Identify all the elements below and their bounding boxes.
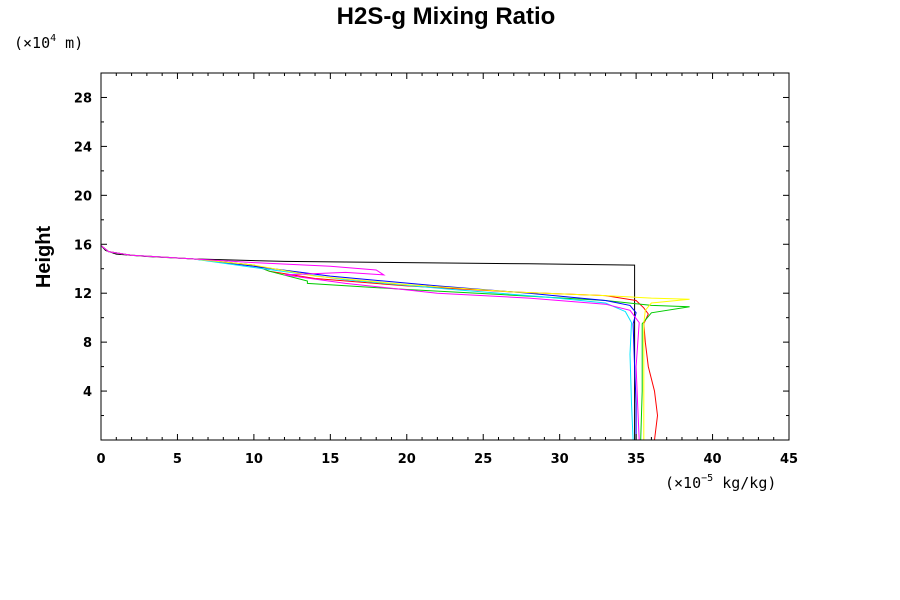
x-tick-label: 25 xyxy=(474,452,492,467)
y-tick-label: 4 xyxy=(83,385,92,400)
series-line-4 xyxy=(100,245,637,440)
x-tick-label: 30 xyxy=(551,452,569,467)
y-tick-label: 28 xyxy=(74,91,92,106)
x-tick-label: 45 xyxy=(780,452,798,467)
y-tick-label: 24 xyxy=(74,140,92,155)
x-axis: 0 5 10 15 20 25 30 35 40 45 xyxy=(96,73,798,467)
x-axis-unit: (×10−5 kg/kg) xyxy=(665,473,776,492)
series-line-1 xyxy=(100,245,636,440)
plot-frame xyxy=(100,72,790,441)
x-unit-exponent: −5 xyxy=(701,473,713,484)
chart-title: H2S-g Mixing Ratio xyxy=(337,3,556,30)
series-line-7 xyxy=(100,73,640,441)
series-line-6 xyxy=(100,245,690,440)
x-tick-label: 15 xyxy=(321,452,339,467)
plot-series xyxy=(100,73,690,441)
series-line-3 xyxy=(100,245,690,441)
y-tick-label: 16 xyxy=(74,238,92,253)
x-tick-label: 10 xyxy=(245,452,263,467)
y-axis: 4 8 12 16 20 24 28 xyxy=(74,72,789,417)
y-axis-unit: (×104 m) xyxy=(14,33,83,52)
x-tick-label: 40 xyxy=(704,452,722,467)
y-unit-exponent: 4 xyxy=(50,33,56,44)
x-tick-label: 20 xyxy=(398,452,416,467)
series-line-5 xyxy=(100,245,634,441)
y-unit-suffix: m) xyxy=(56,34,83,52)
y-tick-label: 12 xyxy=(74,287,92,302)
x-unit-suffix: kg/kg) xyxy=(713,474,776,492)
x-tick-label: 0 xyxy=(96,452,105,467)
x-tick-label: 5 xyxy=(173,452,182,467)
x-unit-prefix: (×10 xyxy=(665,474,701,492)
y-unit-prefix: (×10 xyxy=(14,34,50,52)
y-axis-label: Height xyxy=(33,226,55,289)
y-tick-label: 20 xyxy=(74,189,92,204)
y-tick-label: 8 xyxy=(83,336,92,351)
x-tick-label: 35 xyxy=(627,452,645,467)
